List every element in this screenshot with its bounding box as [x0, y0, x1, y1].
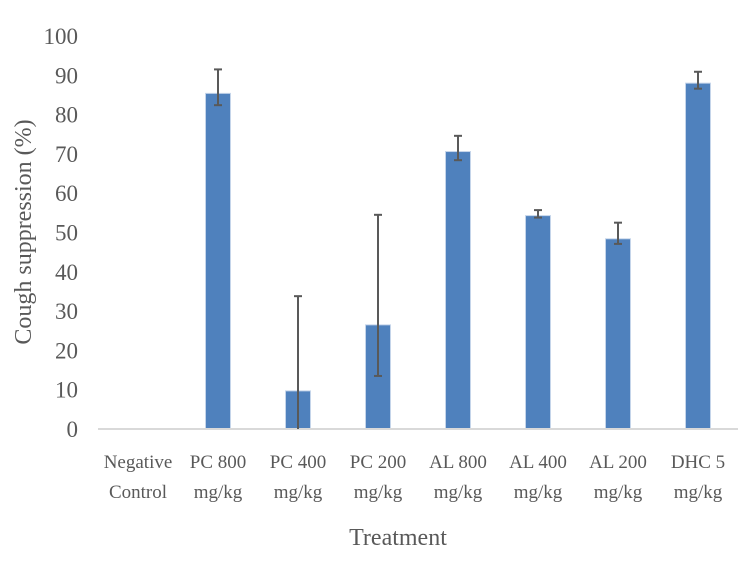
x-tick-label: AL 800	[429, 452, 487, 473]
bars	[205, 82, 711, 430]
error-bar	[534, 209, 542, 219]
y-tick-label: 10	[55, 378, 78, 403]
error-bar	[294, 295, 302, 429]
error-bar	[374, 213, 382, 377]
x-tick-label: mg/kg	[194, 482, 243, 503]
bar	[605, 238, 631, 430]
y-tick-label: 30	[55, 299, 78, 324]
x-tick-label: PC 800	[190, 452, 247, 473]
x-tick-label: Negative	[104, 452, 173, 473]
y-tick-label: 80	[55, 103, 78, 128]
y-tick-label: 100	[44, 24, 79, 49]
x-tick-label: mg/kg	[514, 482, 563, 503]
error-bar	[614, 221, 622, 245]
x-tick-label: PC 400	[270, 452, 327, 473]
x-tick-label: PC 200	[350, 452, 407, 473]
y-tick-labels: 0 10 20 30 40 50 60 70 80 90 100	[44, 24, 79, 442]
error-bar	[694, 70, 702, 90]
x-tick-label: AL 200	[589, 452, 647, 473]
x-tick-label: Control	[109, 482, 167, 503]
error-bar	[454, 134, 462, 162]
y-tick-label: 40	[55, 260, 78, 285]
y-tick-label: 70	[55, 142, 78, 167]
bar	[685, 82, 711, 430]
bar	[525, 215, 551, 430]
y-axis-title: Cough suppression (%)	[11, 119, 37, 344]
x-tick-label: DHC 5	[671, 452, 725, 473]
x-axis-title: Treatment	[349, 525, 447, 551]
y-tick-label: 50	[55, 221, 78, 246]
y-tick-label: 0	[67, 417, 79, 442]
x-tick-label: mg/kg	[274, 482, 323, 503]
error-bars	[214, 68, 702, 429]
x-tick-labels: Negative Control PC 800 mg/kg PC 400 mg/kg PC …	[104, 452, 725, 503]
y-tick-label: 60	[55, 181, 78, 206]
x-tick-label: mg/kg	[434, 482, 483, 503]
error-bar	[214, 68, 222, 107]
y-tick-label: 90	[55, 63, 78, 88]
x-tick-label: AL 400	[509, 452, 567, 473]
x-tick-label: mg/kg	[594, 482, 643, 503]
x-tick-label: mg/kg	[674, 482, 723, 503]
bar	[445, 151, 471, 430]
bar	[205, 92, 231, 430]
x-tick-label: mg/kg	[354, 482, 403, 503]
y-tick-label: 20	[55, 338, 78, 363]
